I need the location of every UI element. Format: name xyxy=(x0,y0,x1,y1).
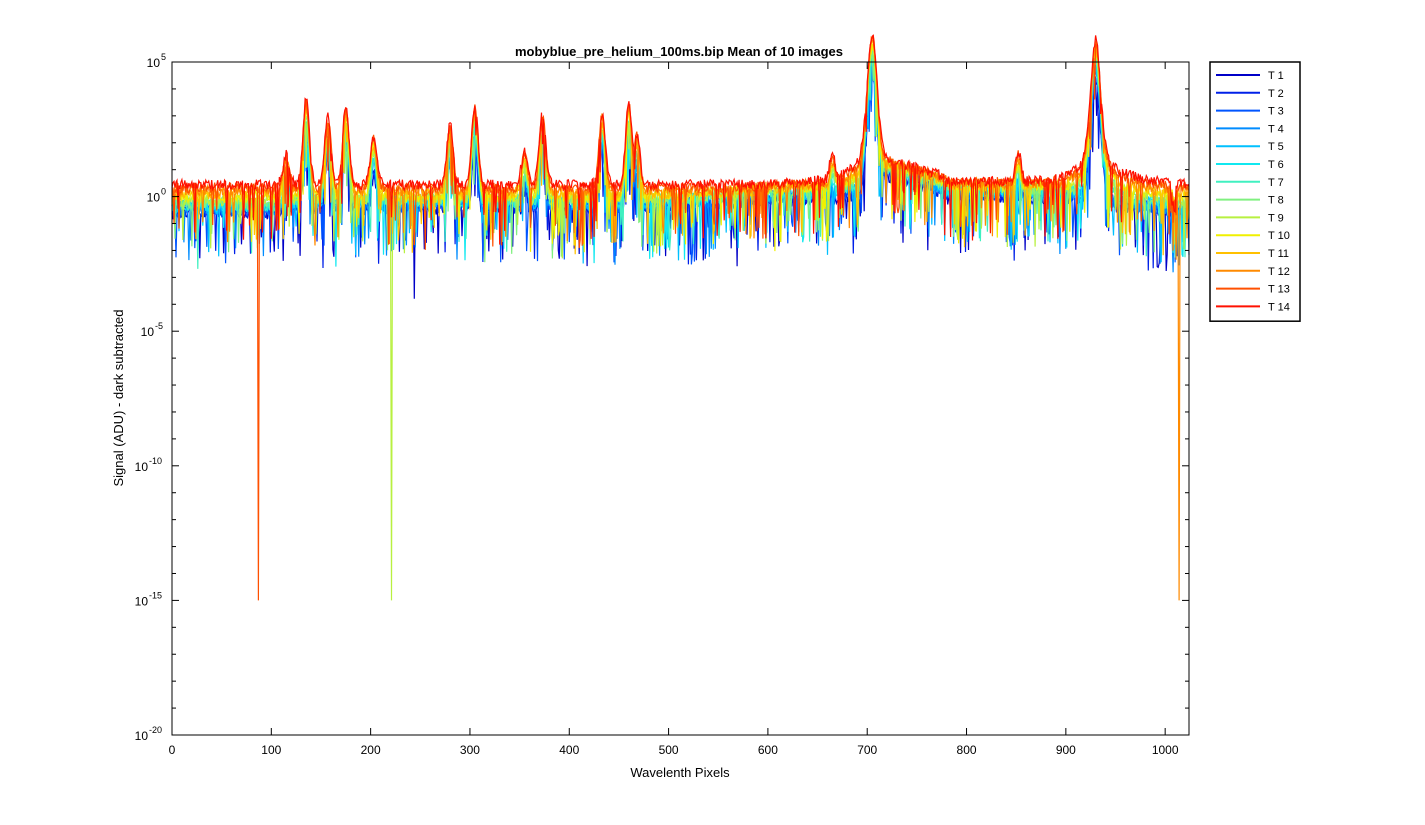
y-tick-exponent: -15 xyxy=(149,590,162,600)
chart-title: mobyblue_pre_helium_100ms.bip Mean of 10… xyxy=(515,44,843,59)
x-tick-label: 200 xyxy=(361,743,381,757)
y-tick-label: 10 0 xyxy=(147,187,166,205)
x-tick-label: 500 xyxy=(659,743,679,757)
legend-label: T 6 xyxy=(1268,159,1284,171)
legend-label: T 2 xyxy=(1268,88,1284,100)
legend-label: T 5 xyxy=(1268,141,1284,153)
legend-label: T 13 xyxy=(1268,284,1290,296)
y-tick-base: 10 xyxy=(135,594,149,608)
x-tick-label: 1000 xyxy=(1152,743,1179,757)
legend-label: T 1 xyxy=(1268,70,1284,82)
legend-label: T 4 xyxy=(1268,123,1284,135)
y-tick-exponent: 0 xyxy=(161,187,166,197)
x-tick-label: 400 xyxy=(559,743,579,757)
legend-label: T 10 xyxy=(1268,230,1290,242)
y-tick-label: 10 -15 xyxy=(135,590,162,608)
x-tick-label: 800 xyxy=(957,743,977,757)
y-tick-label: 10 -20 xyxy=(135,725,162,743)
series-line xyxy=(172,38,1189,600)
legend-label: T 7 xyxy=(1268,177,1284,189)
y-tick-label: 10 5 xyxy=(147,52,166,70)
x-tick-label: 300 xyxy=(460,743,480,757)
legend-label: T 14 xyxy=(1268,301,1290,313)
y-tick-base: 10 xyxy=(135,729,149,743)
series-line xyxy=(172,35,1189,600)
legend-label: T 9 xyxy=(1268,212,1284,224)
x-tick-label: 0 xyxy=(169,743,176,757)
x-ticks: 0 100 200 300 400 500 600 700 800 900 1000 xyxy=(169,62,1179,757)
x-tick-label: 900 xyxy=(1056,743,1076,757)
y-tick-exponent: -20 xyxy=(149,725,162,735)
legend-label: T 3 xyxy=(1268,106,1284,118)
x-tick-label: 600 xyxy=(758,743,778,757)
y-tick-base: 10 xyxy=(135,460,149,474)
y-tick-exponent: -10 xyxy=(149,456,162,466)
legend-box xyxy=(1210,62,1300,321)
y-tick-label: 10 -5 xyxy=(141,321,163,339)
y-tick-base: 10 xyxy=(147,191,161,205)
x-axis-label: Wavelenth Pixels xyxy=(630,765,730,780)
y-tick-base: 10 xyxy=(147,56,161,70)
legend-label: T 12 xyxy=(1268,266,1290,278)
legend: T 1 T 2 T 3 T 4 T 5 T 6 T 7 T 8 T 9 T 10 T 11 T 12 T… xyxy=(1210,62,1300,321)
y-tick-exponent: -5 xyxy=(155,321,163,331)
legend-label: T 8 xyxy=(1268,195,1284,207)
x-tick-label: 700 xyxy=(857,743,877,757)
x-tick-label: 100 xyxy=(261,743,281,757)
y-axis-label: Signal (ADU) - dark subtracted xyxy=(111,309,126,486)
legend-label: T 11 xyxy=(1268,248,1289,260)
series-layer xyxy=(172,35,1189,600)
y-tick-label: 10 -10 xyxy=(135,456,162,474)
y-tick-exponent: 5 xyxy=(161,52,166,62)
series-line xyxy=(172,46,1189,601)
y-tick-base: 10 xyxy=(141,325,155,339)
